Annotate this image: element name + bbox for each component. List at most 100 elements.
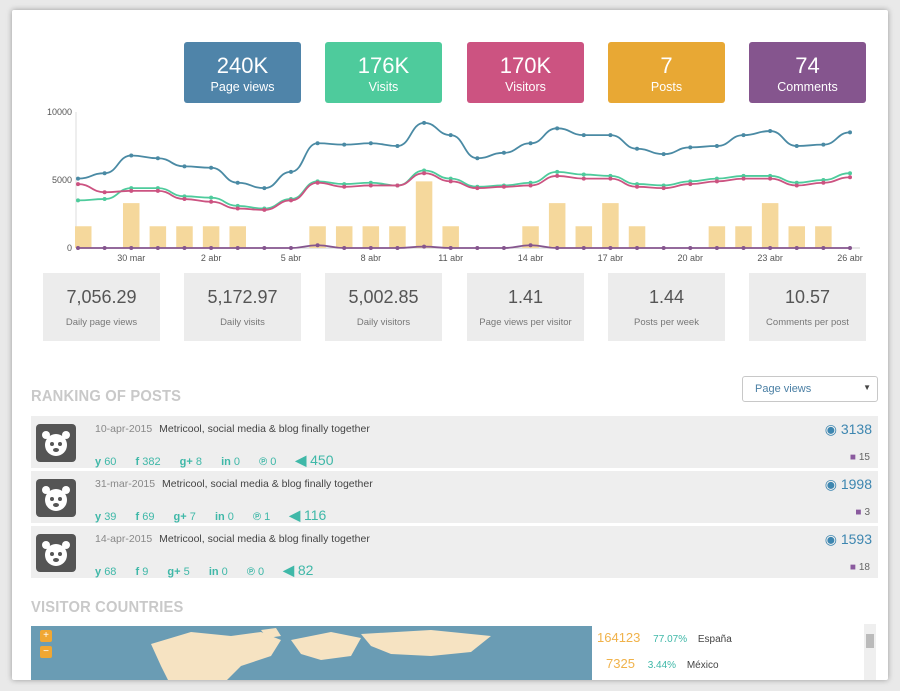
series-point (581, 246, 586, 250)
bar-mark (788, 226, 806, 248)
zoom-out-button[interactable]: − (40, 646, 52, 658)
gplus-count: g+ 8 (179, 456, 202, 468)
eye-icon: ◉ (824, 476, 837, 492)
megaphone-icon: ◀ (289, 507, 301, 523)
scrollbar-thumb[interactable] (866, 634, 874, 648)
series-point (794, 144, 799, 148)
bar-mark (815, 226, 832, 248)
linkedin-count: in 0 (208, 566, 228, 578)
series-point (555, 173, 560, 178)
series-point (661, 152, 666, 157)
total-shares: ◀ 116 (289, 507, 327, 523)
comment-icon: ■ (849, 452, 856, 463)
world-map[interactable]: + − (31, 626, 592, 680)
daily-visitors: 5,002.85 Daily visitors (325, 273, 442, 341)
series-point (209, 165, 214, 170)
country-name: México (686, 660, 719, 671)
series-point (848, 171, 852, 176)
series-point (422, 244, 427, 249)
twitter-count: y 60 (95, 456, 117, 468)
series-point (501, 246, 506, 250)
post-title[interactable]: Metricool, social media & blog finally t… (162, 478, 373, 490)
facebook-count: f 9 (135, 566, 149, 578)
series-point (555, 246, 560, 250)
stat-value: 240K (216, 53, 269, 78)
stat-visitors[interactable]: 170K Visitors (467, 42, 584, 103)
series-point (395, 144, 400, 148)
zoom-in-button[interactable]: + (40, 630, 52, 642)
bar-mark (75, 226, 92, 248)
series-point (342, 142, 347, 147)
series-point (475, 246, 480, 250)
stat-visits[interactable]: 176K Visits (325, 42, 442, 103)
series-point (794, 246, 799, 250)
x-tick-label: 23 abr (757, 253, 783, 263)
ranking-sort-select[interactable]: Page views ▼ (742, 376, 878, 402)
dropdown-value: Page views (755, 383, 812, 395)
avatar (36, 479, 76, 517)
bar-mark (176, 226, 193, 248)
bar-mark (229, 226, 246, 248)
stat-posts[interactable]: 7 Posts (608, 42, 725, 103)
series-point (528, 141, 533, 146)
post-row[interactable]: 10-apr-2015 Metricool, social media & bl… (31, 416, 878, 468)
series-point (342, 184, 347, 189)
series-point (288, 198, 293, 203)
y-tick-label: 5000 (52, 175, 72, 185)
series-point (315, 180, 320, 185)
megaphone-icon: ◀ (283, 562, 294, 578)
series-point (102, 171, 107, 176)
y-tick-label: 10000 (47, 107, 72, 117)
stat-label: Posts (650, 80, 683, 94)
stat-comments[interactable]: 74 Comments (749, 42, 866, 103)
post-row[interactable]: 31-mar-2015 Metricool, social media & bl… (31, 471, 878, 523)
series-point (635, 246, 640, 250)
post-date: 10-apr-2015 (95, 423, 153, 435)
series-point (155, 246, 160, 250)
caret-down-icon: ▼ (863, 383, 871, 392)
pinterest-count: ℗ 1 (252, 511, 271, 523)
total-shares: ◀ 82 (283, 562, 314, 578)
bar-mark (309, 226, 326, 248)
series-point (288, 169, 293, 174)
series-point (448, 179, 453, 184)
pinterest-count: ℗ 0 (259, 456, 277, 468)
series-point (688, 182, 693, 187)
daily-value: 5,172.97 (207, 287, 278, 307)
ranking-title: RANKING OF POSTS (31, 388, 182, 405)
countries-scrollbar[interactable] (864, 624, 876, 680)
dashboard-window: 240K Page views 176K Visits 170K Visitor… (12, 10, 888, 680)
daily-value: 5,002.85 (348, 287, 419, 307)
x-tick-label: 26 abr (837, 253, 863, 263)
post-title[interactable]: Metricool, social media & blog finally t… (159, 533, 370, 545)
twitter-icon: y (95, 456, 102, 468)
series-point (262, 207, 267, 212)
facebook-icon: f (135, 456, 140, 468)
series-point (368, 183, 373, 188)
series-point (155, 188, 160, 193)
series-point (741, 246, 746, 250)
post-comments: ■ 3 (855, 507, 870, 518)
post-title[interactable]: Metricool, social media & blog finally t… (159, 423, 370, 435)
post-views: ◉ 3138 (824, 421, 872, 437)
series-point (76, 182, 80, 187)
x-tick-label: 11 abr (438, 253, 463, 263)
series-point (528, 243, 533, 248)
series-point (475, 186, 480, 191)
posts-per-week: 1.44 Posts per week (608, 273, 725, 341)
bar-mark (548, 203, 566, 248)
country-percent: 3.44% (647, 660, 677, 671)
daily-page-views: 7,056.29 Daily page views (43, 273, 160, 341)
bar-mark (442, 226, 459, 248)
gplus-count: g+ 7 (173, 511, 196, 523)
series-point (209, 195, 214, 200)
x-tick-label: 8 abr (361, 253, 382, 263)
series-point (635, 184, 640, 189)
series-point (342, 246, 347, 250)
series-point (288, 246, 293, 250)
pinterest-icon: ℗ (259, 456, 268, 468)
series-point (714, 144, 719, 148)
post-row[interactable]: 14-apr-2015 Metricool, social media & bl… (31, 526, 878, 578)
stat-page-views[interactable]: 240K Page views (184, 42, 301, 103)
x-tick-label: 14 abr (518, 253, 544, 263)
